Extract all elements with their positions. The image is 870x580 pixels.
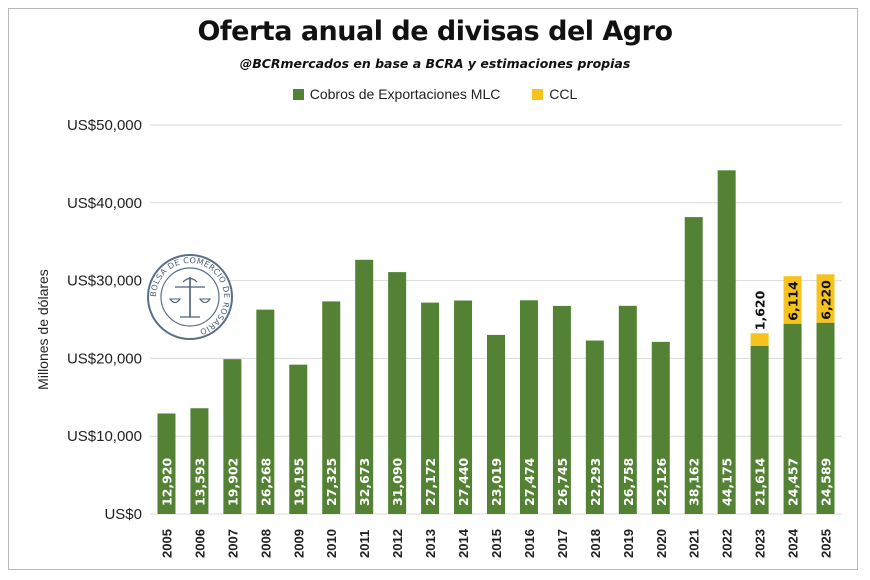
y-tick-label: US$40,000 bbox=[67, 195, 142, 212]
bar-mlc-2018 bbox=[585, 340, 604, 514]
bar-label-mlc-2008: 26,268 bbox=[258, 458, 273, 506]
bar-label-ccl-2025: 6,220 bbox=[819, 280, 834, 320]
x-tick-label-2011: 2011 bbox=[357, 530, 372, 558]
bar-label-mlc-2005: 12,920 bbox=[159, 457, 174, 506]
chart-subtitle: @BCRmercados en base a BCRA y estimacion… bbox=[239, 56, 631, 71]
bar-label-mlc-2016: 27,474 bbox=[522, 457, 537, 506]
x-tick-label-2012: 2012 bbox=[390, 529, 405, 558]
bar-label-mlc-2018: 22,293 bbox=[588, 458, 603, 506]
legend-item-mlc: Cobros de Exportaciones MLC bbox=[292, 86, 501, 102]
x-tick-label-2014: 2014 bbox=[456, 528, 471, 558]
bar-mlc-2007 bbox=[223, 359, 242, 514]
x-tick-label-2005: 2005 bbox=[159, 529, 174, 558]
bar-label-mlc-2009: 19,195 bbox=[291, 458, 306, 506]
bar-mlc-2005 bbox=[157, 413, 176, 514]
bar-label-mlc-2022: 44,175 bbox=[720, 458, 735, 506]
x-tick-label-2023: 2023 bbox=[753, 529, 768, 558]
legend-label-ccl: CCL bbox=[549, 86, 578, 102]
x-tick-label-2021: 2021 bbox=[687, 529, 702, 558]
bar-mlc-2023 bbox=[750, 345, 769, 514]
bar-label-mlc-2007: 19,902 bbox=[225, 458, 240, 506]
bar-mlc-2025 bbox=[816, 322, 835, 514]
legend-swatch-mlc bbox=[292, 89, 304, 100]
bar-mlc-2019 bbox=[618, 305, 637, 514]
x-tick-label-2018: 2018 bbox=[588, 529, 603, 558]
bar-mlc-2014 bbox=[454, 300, 473, 514]
seal-emblem-pan-right bbox=[198, 298, 212, 304]
bar-label-mlc-2019: 26,758 bbox=[621, 458, 636, 506]
bar-mlc-2015 bbox=[487, 334, 505, 514]
x-tick-label-2013: 2013 bbox=[423, 529, 438, 558]
bar-mlc-2006 bbox=[190, 408, 209, 514]
bar-mlc-2010 bbox=[322, 301, 341, 514]
y-axis-label: Millones de dólares bbox=[35, 269, 51, 390]
bar-label-ccl-2023: 1,620 bbox=[753, 290, 768, 330]
chart-title: Oferta anual de divisas del Agro bbox=[197, 16, 673, 47]
bar-label-mlc-2006: 13,593 bbox=[192, 458, 207, 506]
bar-label-mlc-2012: 31,090 bbox=[390, 457, 405, 506]
bar-mlc-2009 bbox=[289, 364, 308, 514]
bar-label-mlc-2013: 27,172 bbox=[423, 458, 438, 506]
x-tick-label-2015: 2015 bbox=[489, 529, 504, 558]
legend-swatch-ccl bbox=[532, 89, 544, 100]
x-tick-label-2019: 2019 bbox=[621, 529, 636, 558]
bar-mlc-2024 bbox=[783, 323, 802, 514]
bar-ccl-2024 bbox=[783, 276, 802, 324]
bar-ccl-2025 bbox=[816, 274, 835, 323]
legend-label-mlc: Cobros de Exportaciones MLC bbox=[309, 86, 501, 102]
bar-mlc-2016 bbox=[519, 300, 538, 514]
y-tick-label: US$20,000 bbox=[67, 350, 142, 367]
y-tick-label: US$10,000 bbox=[67, 428, 142, 445]
bar-label-mlc-2025: 24,589 bbox=[819, 458, 834, 506]
x-tick-label-2017: 2017 bbox=[555, 529, 570, 558]
bar-mlc-2017 bbox=[552, 305, 571, 514]
x-tick-label-2024: 2024 bbox=[786, 528, 801, 558]
x-tick-label-2007: 2007 bbox=[225, 529, 240, 558]
seal-emblem-wings bbox=[182, 277, 198, 283]
bar-ccl-2023 bbox=[750, 333, 769, 346]
bar-label-ccl-2024: 6,114 bbox=[786, 281, 801, 321]
bar-mlc-2013 bbox=[421, 302, 440, 514]
x-tick-label-2022: 2022 bbox=[720, 529, 735, 558]
bar-label-mlc-2023: 21,614 bbox=[753, 457, 768, 506]
y-tick-label: US$50,000 bbox=[67, 117, 142, 134]
bar-label-mlc-2011: 32,673 bbox=[357, 458, 372, 506]
bar-label-mlc-2014: 27,440 bbox=[456, 457, 471, 506]
legend-item-ccl: CCL bbox=[532, 86, 577, 102]
bar-mlc-2008 bbox=[256, 309, 275, 514]
seal-emblem-pan-left bbox=[168, 298, 182, 304]
bar-mlc-2011 bbox=[355, 259, 374, 514]
bar-label-mlc-2017: 26,745 bbox=[555, 458, 570, 506]
x-tick-label-2006: 2006 bbox=[192, 529, 207, 558]
legend: Cobros de Exportaciones MLC CCL bbox=[0, 86, 870, 102]
x-tick-label-2010: 2010 bbox=[324, 529, 339, 558]
bar-mlc-2012 bbox=[388, 272, 407, 514]
x-tick-label-2016: 2016 bbox=[522, 529, 537, 558]
bar-label-mlc-2010: 27,325 bbox=[324, 458, 339, 506]
bar-label-mlc-2024: 24,457 bbox=[786, 458, 801, 506]
bar-label-mlc-2021: 38,162 bbox=[687, 458, 702, 506]
x-tick-label-2009: 2009 bbox=[291, 529, 306, 558]
bar-mlc-2021 bbox=[684, 217, 703, 514]
x-tick-label-2020: 2020 bbox=[654, 529, 669, 558]
y-tick-label: US$30,000 bbox=[67, 273, 142, 290]
bar-mlc-2022 bbox=[717, 170, 736, 515]
bar-label-mlc-2020: 22,126 bbox=[654, 457, 669, 506]
x-tick-label-2008: 2008 bbox=[258, 529, 273, 558]
seal-inner-ring bbox=[160, 267, 220, 327]
y-tick-label: US$0 bbox=[104, 506, 142, 523]
bar-mlc-2020 bbox=[651, 341, 670, 514]
bar-label-mlc-2015: 23,019 bbox=[489, 458, 504, 506]
x-tick-label-2025: 2025 bbox=[819, 529, 834, 558]
